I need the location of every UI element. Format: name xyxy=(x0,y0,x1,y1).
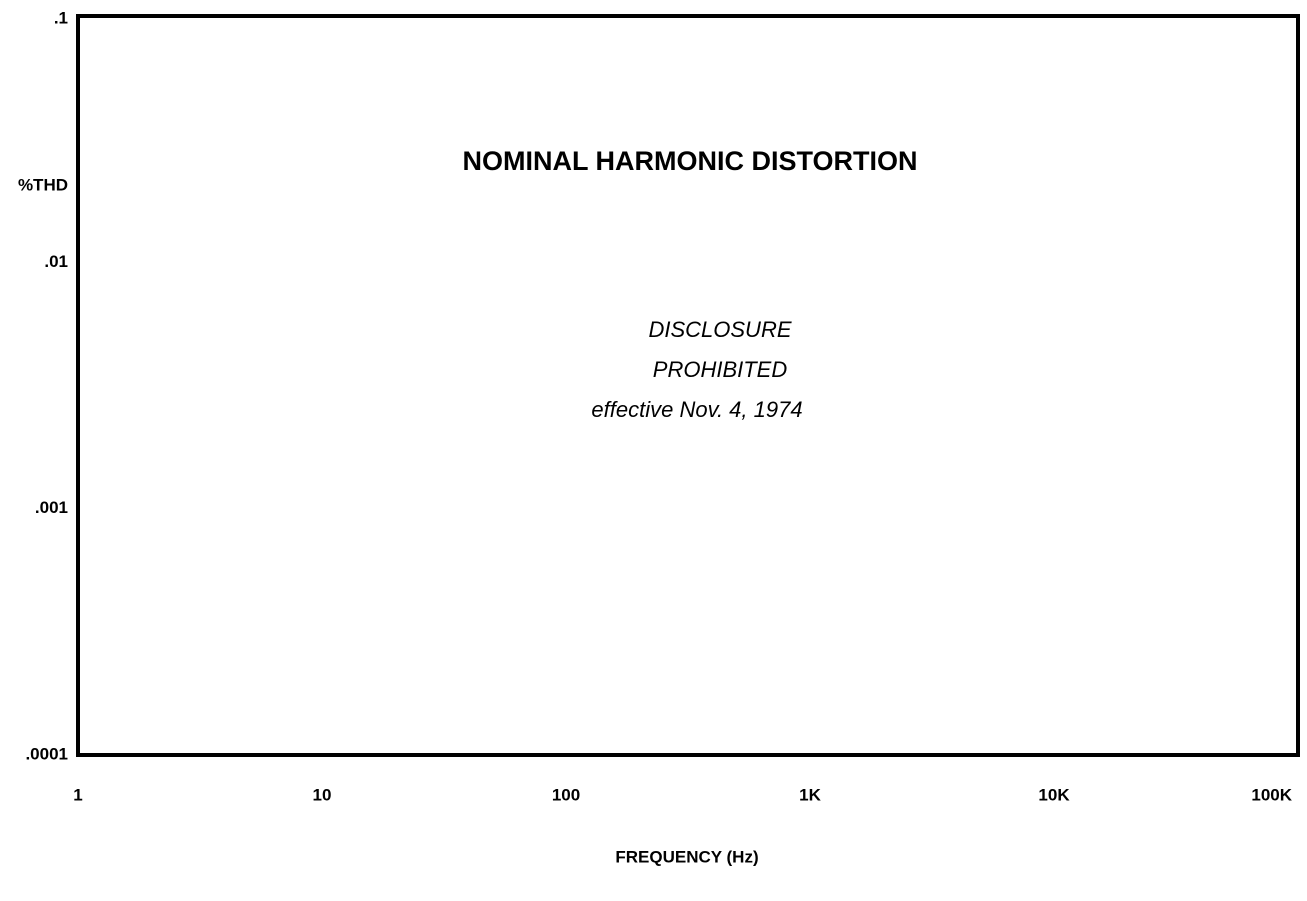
plot-frame xyxy=(76,14,1300,757)
y-tick-label: .1 xyxy=(54,8,68,27)
x-tick-label: 1 xyxy=(73,785,82,804)
x-tick-label: 100K xyxy=(1251,785,1292,804)
y-axis-label: %THD xyxy=(18,175,68,194)
y-tick-label: .001 xyxy=(35,498,68,517)
y-tick-label: .01 xyxy=(44,252,68,271)
x-axis-label: FREQUENCY (Hz) xyxy=(615,847,758,866)
x-tick-label: 100 xyxy=(552,785,580,804)
y-tick-label: .0001 xyxy=(25,744,68,763)
x-tick-label: 1K xyxy=(799,785,821,804)
x-tick-label: 10K xyxy=(1038,785,1070,804)
annotation: effective Nov. 4, 1974 xyxy=(591,397,802,422)
annotation: DISCLOSURE xyxy=(648,317,791,342)
x-tick-label: 10 xyxy=(313,785,332,804)
annotation: PROHIBITED xyxy=(653,357,788,382)
chart-title: NOMINAL HARMONIC DISTORTION xyxy=(463,146,918,176)
